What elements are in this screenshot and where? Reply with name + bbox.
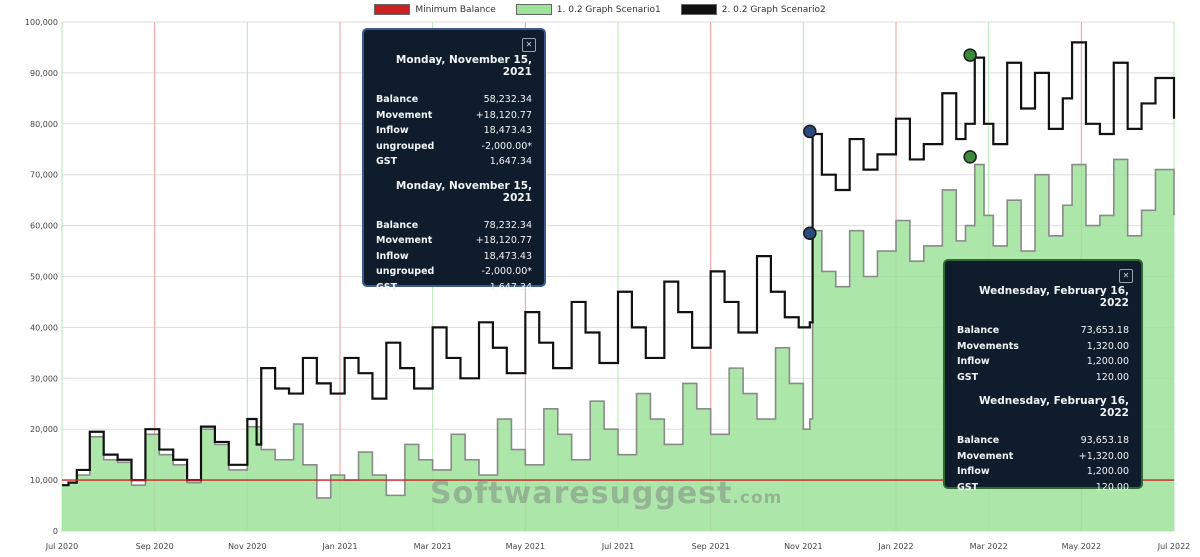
legend-label-scenario1: 1. 0.2 Graph Scenario1 bbox=[556, 4, 661, 15]
chart-legend: Minimum Balance 1. 0.2 Graph Scenario1 2… bbox=[0, 4, 1200, 15]
legend-swatch-scenario1 bbox=[515, 4, 552, 15]
watermark-main: Softwaresuggest bbox=[430, 476, 733, 511]
tooltip-row: GST 1,647.34 bbox=[376, 156, 532, 167]
tooltip-row: GST 120.00 bbox=[957, 371, 1129, 383]
tooltip-row: Inflow 1,200.00 bbox=[957, 356, 1129, 367]
tooltip-date: Monday, November 15, 2021 bbox=[395, 179, 532, 204]
legend-label-minimum-balance: Minimum Balance bbox=[415, 4, 496, 15]
tooltip-row: Balance 58,232.34 bbox=[376, 94, 532, 105]
tooltip-date: Wednesday, February 16, 2022 bbox=[978, 285, 1129, 309]
legend-item-minimum-balance[interactable]: Minimum Balance bbox=[374, 4, 496, 15]
legend-swatch-scenario2 bbox=[680, 4, 717, 15]
tooltip-row: Inflow 18,473.43 bbox=[376, 250, 532, 262]
tooltip-row: GST 1,647.34 bbox=[376, 281, 532, 293]
series-marker bbox=[963, 48, 977, 62]
x-tick-label: Sep 2021 bbox=[692, 542, 730, 551]
y-tick-label: 100,000 bbox=[25, 18, 58, 27]
series-marker bbox=[803, 226, 817, 240]
watermark-suffix: .com bbox=[732, 488, 783, 508]
legend-item-scenario1[interactable]: 1. 0.2 Graph Scenario1 bbox=[515, 4, 661, 15]
series-marker bbox=[803, 124, 817, 139]
tooltip-row: Balance 78,232.34 bbox=[376, 219, 532, 231]
y-tick-label: 60,000 bbox=[30, 222, 58, 231]
series-area-scenario1 bbox=[62, 159, 1174, 531]
y-tick-label: 30,000 bbox=[30, 374, 58, 383]
x-tick-label: Nov 2020 bbox=[228, 542, 267, 551]
y-tick-label: 40,000 bbox=[30, 323, 58, 332]
tooltip-row: Movement +18,120.77 bbox=[376, 109, 532, 121]
tooltip-row: Inflow 18,473.43 bbox=[376, 125, 532, 136]
tooltip-date: Monday, November 15, 2021 bbox=[395, 54, 532, 78]
x-tick-label: Jul 2020 bbox=[45, 542, 79, 551]
y-tick-label: 50,000 bbox=[30, 273, 58, 282]
x-tick-label: Mar 2021 bbox=[414, 542, 452, 551]
x-tick-label: Mar 2022 bbox=[970, 542, 1008, 551]
tooltip-row: Movement +1,320.00 bbox=[957, 450, 1129, 462]
series-line-scenario2 bbox=[62, 41, 1176, 487]
y-tick-label: 70,000 bbox=[30, 171, 58, 180]
tooltip-row: GST 120.00 bbox=[957, 481, 1129, 493]
y-tick-label: 10,000 bbox=[30, 476, 58, 485]
tooltip-row: Movement +18,120.77 bbox=[376, 235, 532, 246]
legend-swatch-minimum-balance bbox=[374, 4, 411, 15]
x-tick-label: May 2021 bbox=[506, 542, 545, 551]
tooltip-nov-2021: ✕ Monday, November 15, 2021 Balance 58,23… bbox=[362, 28, 546, 293]
tooltip-row: Movements 1,320.00 bbox=[957, 340, 1129, 352]
y-tick-label: 20,000 bbox=[30, 425, 58, 434]
x-tick-label: Jul 2022 bbox=[1157, 542, 1191, 551]
x-tick-label: Sep 2020 bbox=[136, 542, 174, 551]
tooltip-row: ungrouped -2,000.00* bbox=[376, 140, 532, 152]
tooltip-close-icon[interactable]: ✕ bbox=[522, 38, 536, 52]
tooltip-feb-2022: ✕ Wednesday, February 16, 2022 Balance 73… bbox=[943, 259, 1143, 493]
legend-item-scenario2[interactable]: 2. 0.2 Graph Scenario2 bbox=[680, 4, 826, 15]
x-tick-label: May 2022 bbox=[1062, 542, 1101, 551]
legend-label-scenario2: 2. 0.2 Graph Scenario2 bbox=[721, 4, 826, 15]
y-tick-label: 90,000 bbox=[30, 69, 58, 78]
x-tick-label: Jan 2022 bbox=[877, 542, 913, 551]
tooltip-row: Balance 73,653.18 bbox=[957, 325, 1129, 336]
y-tick-label: 0 bbox=[53, 527, 58, 536]
tooltip-close-icon[interactable]: ✕ bbox=[1119, 269, 1133, 283]
tooltip-row: ungrouped -2,000.00* bbox=[376, 266, 532, 277]
y-tick-label: 80,000 bbox=[30, 120, 58, 129]
tooltip-row: Inflow 1,200.00 bbox=[957, 466, 1129, 477]
x-tick-label: Jan 2021 bbox=[321, 542, 357, 551]
watermark: Softwaresuggest.com bbox=[430, 476, 782, 511]
tooltip-row: Balance 93,653.18 bbox=[957, 435, 1129, 446]
series-marker bbox=[963, 150, 977, 164]
x-tick-label: Jul 2021 bbox=[601, 542, 635, 551]
series-line-scenario1 bbox=[62, 158, 1175, 499]
x-tick-label: Nov 2021 bbox=[784, 542, 823, 551]
tooltip-date: Wednesday, February 16, 2022 bbox=[978, 395, 1129, 419]
